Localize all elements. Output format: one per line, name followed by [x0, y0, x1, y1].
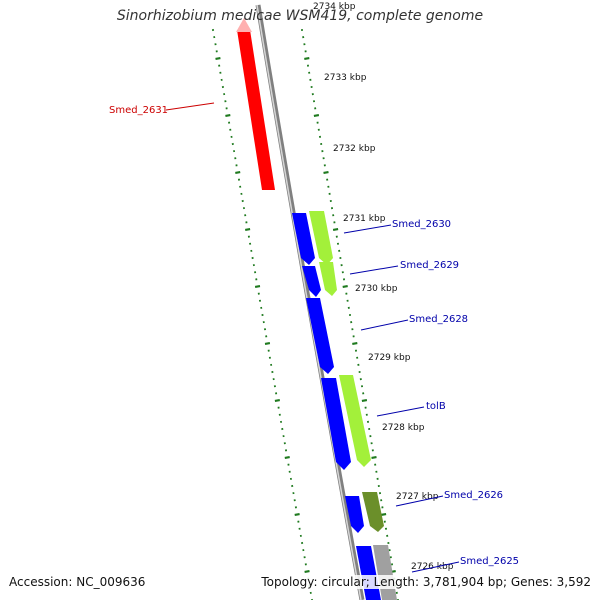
gene-smed-2626[interactable]	[345, 496, 364, 533]
gene-label-tolb[interactable]: tolB	[426, 401, 446, 412]
feature-bar-4	[362, 492, 384, 532]
gene-smed-2629[interactable]	[302, 266, 321, 297]
feature-bar-1	[309, 211, 333, 265]
gene-label-smed-2631[interactable]: Smed_2631	[109, 105, 168, 116]
right-track-tick	[361, 399, 368, 402]
left-track-tick	[274, 399, 280, 402]
gene-label-smed-2628[interactable]: Smed_2628	[409, 314, 468, 325]
accession-label: Accession: NC_009636	[9, 575, 146, 589]
leader-smed-2625	[411, 561, 460, 573]
kbp-label-2726: 2726 kbp	[411, 562, 454, 572]
leader-smed-2628	[360, 319, 409, 331]
right-track-tick	[371, 456, 377, 459]
right-track-tick	[323, 171, 329, 174]
leader-smed-2626	[395, 495, 444, 507]
feature-bar-2	[319, 262, 337, 296]
left-track-tick	[294, 513, 300, 516]
leader-smed-2629	[349, 265, 399, 275]
kbp-label-2730: 2730 kbp	[355, 284, 398, 294]
gene-label-smed-2629[interactable]: Smed_2629	[400, 260, 459, 271]
kbp-label-2727: 2727 kbp	[396, 492, 439, 502]
kbp-label-2728: 2728 kbp	[382, 423, 425, 433]
kbp-label-2729: 2729 kbp	[368, 353, 411, 363]
kbp-label-2731: 2731 kbp	[343, 214, 386, 224]
genome-backbone	[255, 4, 365, 600]
left-track-tick	[264, 342, 271, 345]
gene-tolb[interactable]	[321, 378, 351, 470]
backbone-highlight	[256, 4, 362, 600]
left-track-tick	[215, 57, 221, 60]
left-track-tick	[235, 171, 241, 174]
gene-smed-2631-arrowhead	[236, 18, 252, 32]
left-track-tick	[245, 228, 251, 231]
tick-track-right	[301, 29, 399, 600]
tick-track-left	[211, 28, 313, 600]
gene-smed-2628[interactable]	[306, 298, 334, 374]
kbp-label-2733: 2733 kbp	[324, 73, 367, 83]
left-track-tick	[284, 456, 290, 459]
gene-smed-2631[interactable]	[237, 30, 275, 190]
leader-smed-2631	[165, 102, 215, 111]
leader-tolb	[376, 406, 425, 417]
map-title: Sinorhizobium medicae WSM419, complete g…	[116, 8, 484, 24]
feature-bar-3	[339, 375, 371, 467]
gene-label-smed-2626[interactable]: Smed_2626	[444, 490, 503, 501]
right-track-tick	[313, 114, 320, 117]
left-track-tick	[254, 285, 261, 288]
genome-summary: Topology: circular; Length: 3,781,904 bp…	[261, 575, 591, 589]
gene-smed-2630[interactable]	[292, 213, 315, 265]
left-track-tick	[225, 114, 231, 117]
right-track-tick	[332, 228, 339, 231]
kbp-label-2734: 2734 kbp	[313, 2, 356, 12]
right-track-tick	[342, 285, 348, 288]
right-track-tick	[380, 513, 387, 516]
right-track-tick	[304, 57, 310, 60]
gene-label-smed-2630[interactable]: Smed_2630	[392, 219, 451, 230]
kbp-label-2732: 2732 kbp	[333, 144, 376, 154]
leader-smed-2630	[343, 224, 392, 234]
left-track-tick	[304, 570, 310, 573]
gene-label-smed-2625[interactable]: Smed_2625	[460, 556, 519, 567]
right-track-tick	[352, 342, 358, 345]
